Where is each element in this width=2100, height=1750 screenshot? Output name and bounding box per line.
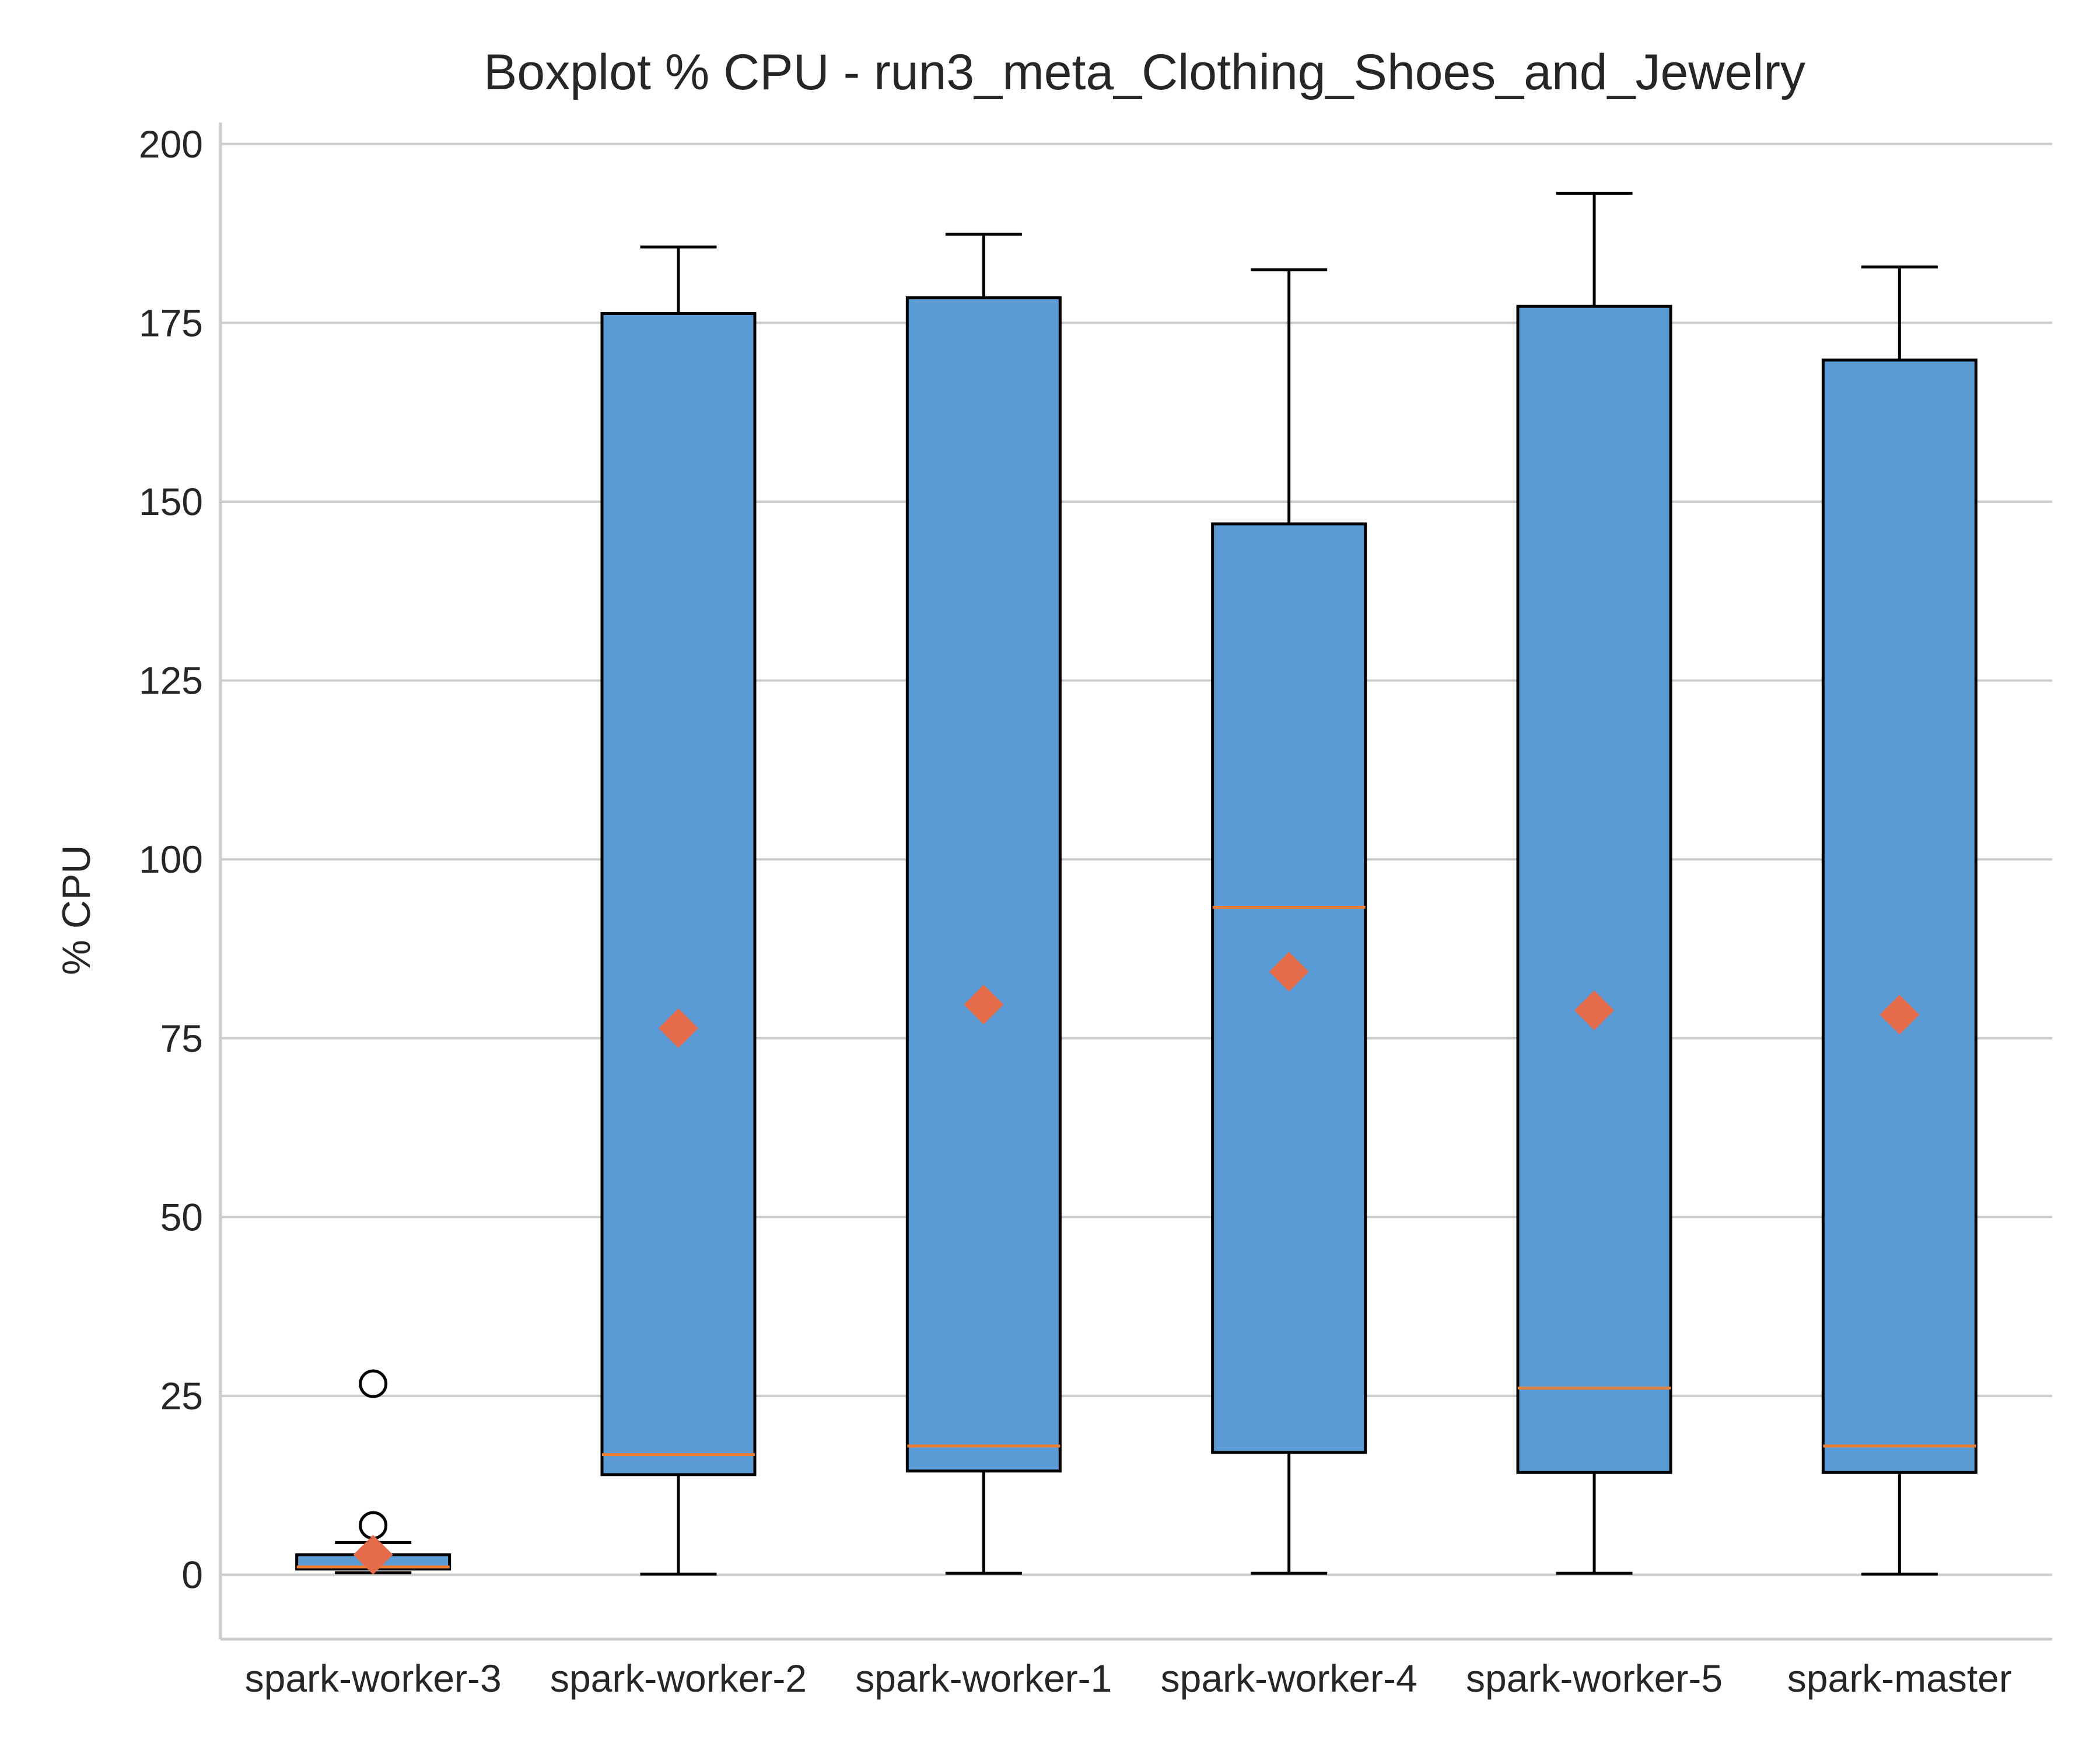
box-spark-worker-5 bbox=[1516, 191, 1672, 1575]
mean-marker bbox=[964, 985, 1004, 1025]
y-tick-labels: 0 25 50 75 100 125 150 175 200 bbox=[139, 123, 203, 1597]
y-tick-label: 0 bbox=[181, 1553, 203, 1597]
box-spark-worker-1 bbox=[905, 232, 1062, 1575]
box-spark-worker-2 bbox=[600, 245, 757, 1576]
mean-marker bbox=[659, 1008, 698, 1048]
x-tick-label: spark-worker-4 bbox=[1161, 1657, 1418, 1700]
box-spark-worker-4 bbox=[1211, 268, 1367, 1575]
chart-title: Boxplot % CPU - run3_meta_Clothing_Shoes… bbox=[484, 44, 1805, 100]
mean-marker bbox=[353, 1535, 393, 1575]
x-tick-label: spark-worker-3 bbox=[245, 1657, 502, 1700]
y-tick-label: 125 bbox=[139, 659, 203, 702]
mean-marker bbox=[1880, 995, 1920, 1035]
x-tick-label: spark-master bbox=[1787, 1657, 2012, 1700]
x-tick-label: spark-worker-5 bbox=[1466, 1657, 1723, 1700]
box-spark-worker-3 bbox=[295, 1369, 452, 1575]
outlier-point bbox=[359, 1369, 388, 1398]
y-tick-label: 100 bbox=[139, 838, 203, 881]
box-spark-master bbox=[1821, 265, 1978, 1576]
outlier-point bbox=[359, 1511, 388, 1540]
mean-marker bbox=[1269, 951, 1309, 992]
x-tick-label: spark-worker-1 bbox=[855, 1657, 1112, 1700]
grid-lines bbox=[220, 142, 2052, 1576]
mean-marker bbox=[1574, 990, 1614, 1030]
axes bbox=[219, 123, 2052, 1641]
iqr-box bbox=[905, 296, 1062, 1473]
x-tick-labels: spark-worker-3 spark-worker-2 spark-worker… bbox=[245, 1657, 2012, 1700]
y-axis-label: % CPU bbox=[54, 845, 99, 975]
boxes bbox=[295, 191, 1978, 1576]
y-tick-label: 175 bbox=[139, 301, 203, 344]
y-tick-label: 200 bbox=[139, 123, 203, 166]
y-tick-label: 25 bbox=[160, 1374, 203, 1418]
iqr-box bbox=[1821, 358, 1978, 1474]
y-tick-label: 75 bbox=[160, 1017, 203, 1060]
iqr-box bbox=[1516, 304, 1672, 1474]
y-tick-label: 150 bbox=[139, 480, 203, 523]
y-tick-label: 50 bbox=[160, 1195, 203, 1238]
iqr-box bbox=[600, 312, 757, 1476]
x-tick-label: spark-worker-2 bbox=[550, 1657, 807, 1700]
